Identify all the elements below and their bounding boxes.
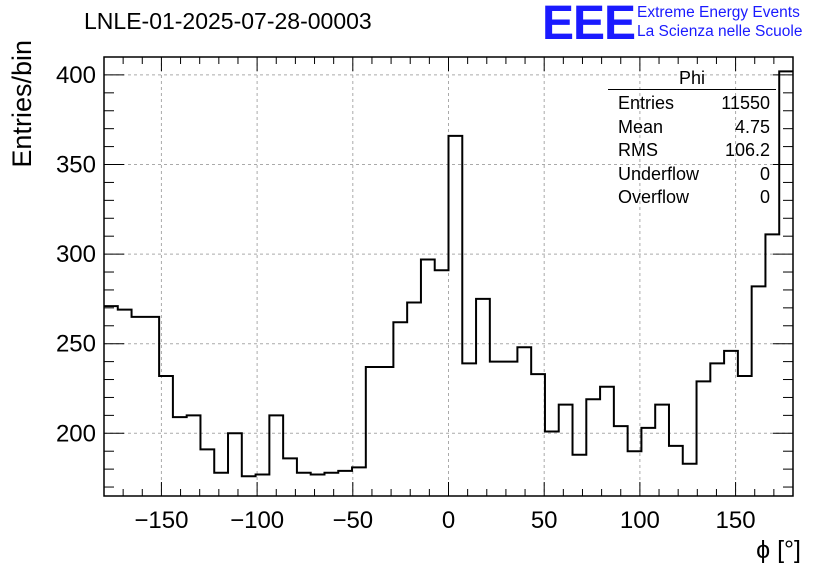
stats-divider bbox=[608, 89, 776, 90]
histogram-bin bbox=[200, 449, 214, 496]
histogram-bin bbox=[421, 259, 435, 496]
stats-row-mean: Mean 4.75 bbox=[612, 116, 772, 140]
y-tick-label: 300 bbox=[56, 241, 96, 268]
histogram-bin bbox=[779, 71, 793, 496]
y-tick-label: 400 bbox=[56, 62, 96, 89]
histogram-bin bbox=[517, 347, 531, 496]
logo-caption-line1: Extreme Energy Events bbox=[637, 4, 800, 21]
histogram-bin bbox=[738, 376, 752, 496]
eee-logo: EEE bbox=[542, 0, 636, 50]
histogram-bin bbox=[269, 415, 283, 496]
histogram-bin bbox=[697, 381, 711, 496]
histogram-bin bbox=[242, 476, 256, 496]
x-tick-label: 0 bbox=[442, 507, 455, 534]
histogram-bin bbox=[600, 387, 614, 496]
stats-value: 11550 bbox=[721, 93, 770, 113]
stats-label: Overflow bbox=[618, 187, 690, 207]
histogram-bin bbox=[324, 473, 338, 496]
histogram-bin bbox=[628, 451, 642, 496]
histogram-outline bbox=[104, 70, 793, 478]
histogram-bin bbox=[228, 433, 242, 496]
chart-title: LNLE-01-2025-07-28-00003 bbox=[84, 8, 372, 34]
stats-value: 0 bbox=[759, 163, 770, 184]
histogram-bin bbox=[614, 426, 628, 496]
histogram-bin bbox=[752, 286, 766, 496]
histogram-bin bbox=[531, 374, 545, 496]
histogram-bin bbox=[435, 270, 449, 496]
stats-label: Mean bbox=[618, 116, 664, 137]
stats-row-rms: RMS 106.2 bbox=[612, 139, 772, 163]
histogram-bin bbox=[311, 474, 325, 496]
histogram-bin bbox=[352, 467, 366, 496]
histogram-bin bbox=[380, 367, 394, 496]
y-axis-label: Entries/bin bbox=[7, 40, 37, 168]
x-tick-label: 50 bbox=[531, 507, 558, 534]
x-tick-label: 150 bbox=[716, 507, 756, 534]
histogram-bin bbox=[504, 362, 518, 496]
stats-row-underflow: Underflow 0 bbox=[612, 163, 772, 187]
histogram-bin bbox=[173, 417, 187, 496]
histogram-bin bbox=[573, 455, 587, 496]
histogram-bin bbox=[586, 399, 600, 496]
x-tick-label: −150 bbox=[134, 507, 188, 534]
stats-label: Underflow bbox=[618, 163, 700, 184]
stats-value: 4.75 bbox=[734, 116, 770, 137]
stats-title: Phi bbox=[678, 68, 705, 88]
stats-row-entries: Entries 11550 bbox=[612, 92, 772, 116]
histogram-bin bbox=[476, 299, 490, 496]
stats-label: RMS bbox=[618, 140, 658, 160]
histogram-bin bbox=[765, 234, 779, 496]
histogram-bin bbox=[338, 471, 352, 496]
histogram-bin bbox=[132, 317, 146, 496]
histogram-bin bbox=[118, 310, 132, 496]
y-tick-label: 250 bbox=[56, 331, 96, 358]
x-tick-label: 100 bbox=[620, 507, 660, 534]
histogram-bin bbox=[283, 458, 297, 496]
y-tick-label: 200 bbox=[56, 420, 96, 447]
y-tick-label: 350 bbox=[56, 152, 96, 179]
stats-label: Entries bbox=[618, 93, 675, 113]
histogram-bin bbox=[393, 322, 407, 496]
stats-box: Phi Entries 11550 Mean 4.75 RMS 106.2 Un… bbox=[608, 68, 776, 210]
histogram-bin bbox=[683, 464, 697, 496]
histogram-bin bbox=[297, 473, 311, 496]
histogram-bin bbox=[641, 428, 655, 496]
histogram-bin bbox=[559, 405, 573, 496]
histogram-bin bbox=[710, 363, 724, 496]
logo-caption-line2: La Scienza nelle Scuole bbox=[637, 23, 803, 40]
x-axis-label: ϕ [°] bbox=[756, 536, 801, 564]
histogram-bin bbox=[462, 363, 476, 496]
histogram-bin bbox=[407, 302, 421, 496]
histogram-bin bbox=[104, 306, 118, 496]
x-tick-label: −50 bbox=[332, 507, 373, 534]
stats-value: 0 bbox=[759, 187, 770, 207]
histogram-bin bbox=[669, 446, 683, 496]
histogram-bin bbox=[545, 431, 559, 496]
histogram-bin bbox=[187, 415, 201, 496]
logo-caption: Extreme Energy Events La Scienza nelle S… bbox=[637, 3, 802, 41]
histogram-bin bbox=[449, 136, 463, 496]
histogram-bin bbox=[655, 405, 669, 496]
stats-value: 106.2 bbox=[724, 140, 770, 160]
histogram-bin bbox=[214, 473, 228, 496]
x-tick-label: −100 bbox=[230, 507, 284, 534]
stats-row-overflow: Overflow 0 bbox=[612, 186, 772, 210]
histogram-bin bbox=[256, 474, 270, 496]
histogram-bin bbox=[490, 362, 504, 496]
histogram-bin bbox=[366, 367, 380, 496]
